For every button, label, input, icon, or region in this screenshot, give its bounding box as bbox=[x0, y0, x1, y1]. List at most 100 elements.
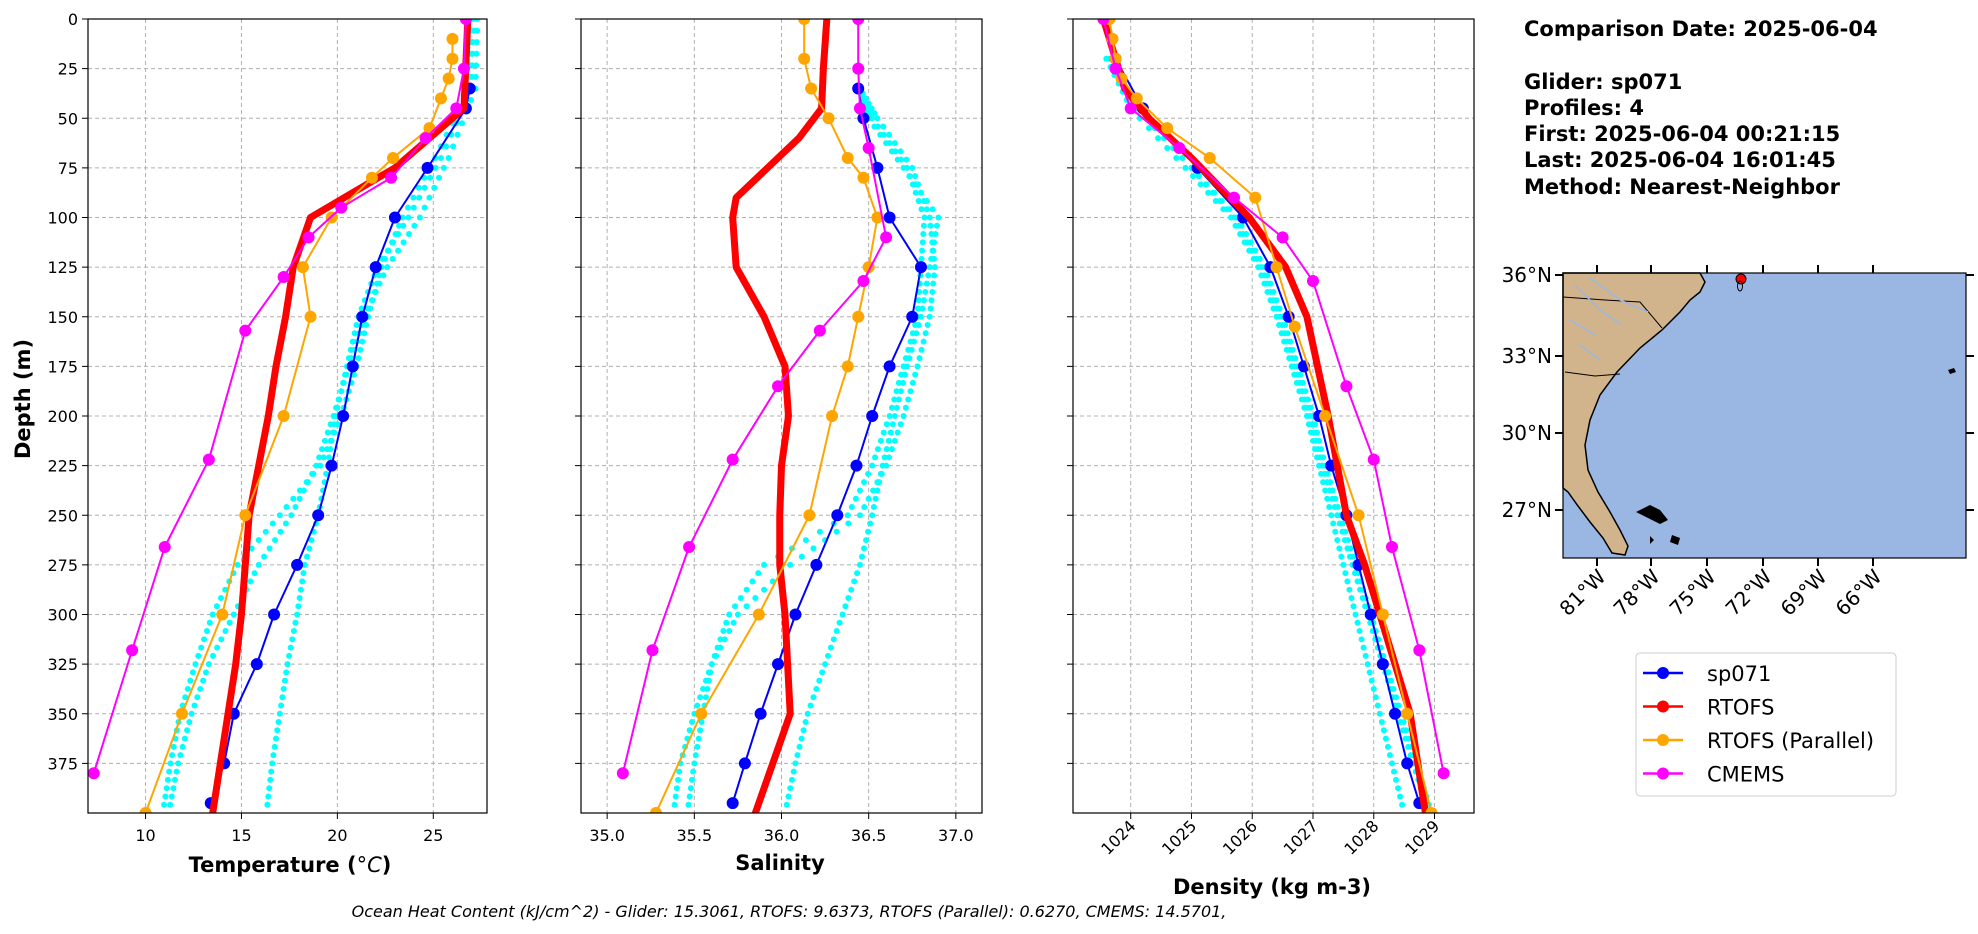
salinity-glider-dot bbox=[861, 479, 868, 486]
salinity-glider-dot bbox=[686, 727, 693, 734]
salinity-sp071-point bbox=[883, 211, 896, 224]
salinity-cmems-point bbox=[616, 767, 629, 780]
temperature-glider-dot bbox=[277, 528, 284, 535]
salinity-glider-dot bbox=[671, 801, 678, 808]
density-x-tick-label: 1027 bbox=[1280, 816, 1322, 858]
salinity-glider-dot bbox=[790, 768, 797, 775]
salinity-glider-dot bbox=[858, 553, 865, 560]
temperature-glider-dot bbox=[319, 446, 326, 453]
temperature-glider-dot bbox=[474, 19, 481, 22]
temperature-glider-dot bbox=[251, 570, 258, 577]
temperature-glider-dot bbox=[385, 247, 392, 254]
salinity-glider-dot bbox=[928, 231, 935, 238]
legend-swatch-marker bbox=[1657, 734, 1669, 746]
salinity-glider-dot bbox=[918, 346, 925, 353]
density-sp071-point bbox=[1401, 757, 1414, 770]
temperature-glider-dot bbox=[400, 222, 407, 229]
density-glider-dot bbox=[1368, 677, 1375, 684]
temperature-glider-dot bbox=[334, 421, 341, 428]
salinity-glider-dot bbox=[915, 297, 922, 304]
temperature-glider-dot bbox=[177, 752, 184, 759]
salinity-glider-dot bbox=[827, 644, 834, 651]
temperature-glider-dot bbox=[296, 495, 303, 502]
salinity-glider-dot bbox=[887, 429, 894, 436]
temperature-glider-dot bbox=[427, 174, 434, 181]
salinity-rtofs-parallel--point bbox=[752, 608, 765, 621]
salinity-glider-dot bbox=[905, 346, 912, 353]
salinity-glider-dot bbox=[874, 479, 881, 486]
salinity-glider-dot bbox=[891, 437, 898, 444]
salinity-glider-dot bbox=[702, 694, 709, 701]
temperature-sp071-point bbox=[268, 608, 281, 621]
salinity-glider-dot bbox=[916, 355, 923, 362]
density-glider-dot bbox=[1352, 611, 1359, 618]
salinity-glider-dot bbox=[921, 214, 928, 221]
salinity-glider-dot bbox=[707, 669, 714, 676]
temperature-glider-dot bbox=[171, 776, 178, 783]
salinity-glider-dot bbox=[787, 785, 794, 792]
temperature-glider-dot bbox=[266, 545, 273, 552]
density-glider-dot bbox=[1372, 694, 1379, 701]
temperature-x-tick-label: 25 bbox=[423, 826, 443, 845]
density-glider-dot bbox=[1360, 644, 1367, 651]
salinity-glider-dot bbox=[902, 404, 909, 411]
salinity-glider-dot bbox=[844, 512, 851, 519]
x-axis-label-density: Density (kg m-3) bbox=[1173, 875, 1371, 899]
salinity-glider-dot bbox=[794, 752, 801, 759]
density-glider-dot bbox=[1253, 255, 1260, 262]
salinity-glider-dot bbox=[930, 280, 937, 287]
temperature-rtofs-parallel--point bbox=[296, 261, 309, 274]
temperature-glider-dot bbox=[317, 462, 324, 469]
temperature-glider-dot bbox=[269, 520, 276, 527]
temperature-glider-dot bbox=[308, 537, 315, 544]
salinity-glider-dot bbox=[872, 454, 879, 461]
density-glider-dot bbox=[1240, 231, 1247, 238]
temperature-glider-dot bbox=[301, 561, 308, 568]
salinity-glider-dot bbox=[918, 255, 925, 262]
temperature-glider-dot bbox=[295, 603, 302, 610]
temperature-glider-dot bbox=[222, 586, 229, 593]
density-glider-dot bbox=[1328, 512, 1335, 519]
temperature-sp071-point bbox=[388, 211, 401, 224]
map-lat-label: 33°N bbox=[1502, 344, 1552, 368]
density-glider-dot bbox=[1395, 785, 1402, 792]
temperature-glider-dot bbox=[432, 164, 439, 171]
y-tick-label: 25 bbox=[58, 60, 78, 79]
temperature-glider-dot bbox=[275, 719, 282, 726]
salinity-glider-dot bbox=[675, 776, 682, 783]
density-series bbox=[1097, 19, 1450, 813]
salinity-glider-dot bbox=[697, 727, 704, 734]
density-x-tick-label: 1029 bbox=[1401, 816, 1443, 858]
density-sp071-point bbox=[1364, 608, 1377, 621]
density-cmems-point bbox=[1340, 380, 1353, 393]
map-lat-label: 30°N bbox=[1502, 421, 1552, 445]
salinity-glider-dot bbox=[931, 255, 938, 262]
temperature-glider-dot bbox=[327, 437, 334, 444]
density-glider-dot bbox=[1202, 181, 1209, 188]
density-glider-dot bbox=[1205, 189, 1212, 196]
temperature-cmems-point bbox=[158, 541, 171, 554]
temperature-glider-dot bbox=[389, 239, 396, 246]
density-glider-dot bbox=[1209, 189, 1216, 196]
temperature-glider-dot bbox=[283, 503, 290, 510]
legend-box bbox=[1635, 652, 1897, 797]
temperature-glider-dot bbox=[290, 628, 297, 635]
salinity-glider-dot bbox=[810, 694, 817, 701]
temperature-glider-dot bbox=[292, 503, 299, 510]
salinity-glider-dot bbox=[900, 363, 907, 370]
temperature-glider-dot bbox=[272, 537, 279, 544]
temperature-glider-dot bbox=[363, 322, 370, 329]
temperature-glider-dot bbox=[351, 371, 357, 378]
temperature-glider-dot bbox=[355, 355, 362, 362]
salinity-glider-dot bbox=[889, 421, 896, 428]
density-glider-dot bbox=[1330, 520, 1337, 527]
density-cmems-line bbox=[1102, 19, 1445, 775]
salinity-x-tick-label: 36.0 bbox=[764, 826, 800, 845]
salinity-cmems-point bbox=[772, 380, 785, 393]
temperature-glider-dot bbox=[405, 214, 412, 221]
map-land bbox=[1562, 272, 1706, 556]
temperature-glider-dot bbox=[384, 264, 391, 271]
temperature-rtofs-parallel--point bbox=[446, 52, 459, 65]
salinity-sp071-point bbox=[810, 558, 823, 571]
salinity-glider-dot bbox=[874, 446, 881, 453]
